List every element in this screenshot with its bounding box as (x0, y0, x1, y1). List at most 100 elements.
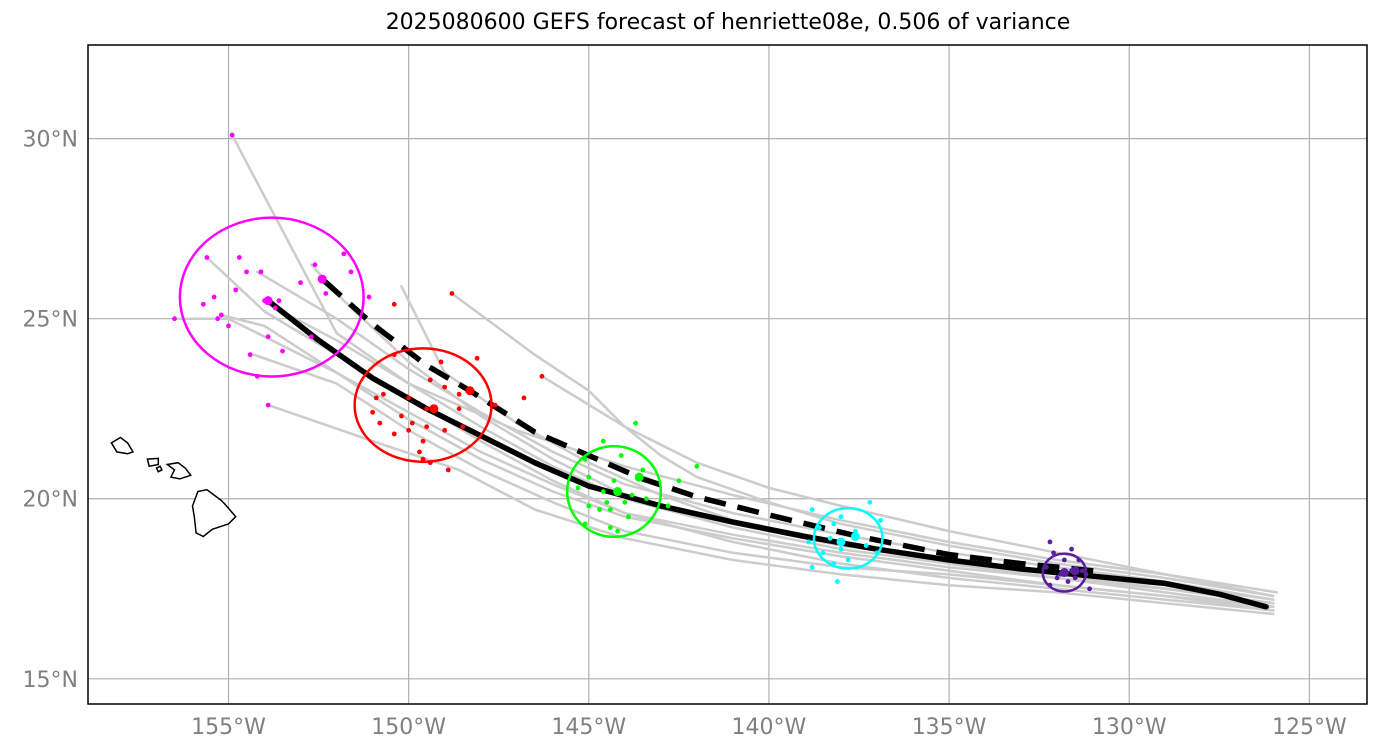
lon-tick-label: 125°W (1272, 715, 1347, 740)
member-position-dot (838, 514, 844, 520)
member-position-dot (816, 525, 822, 530)
member-position-dot (845, 557, 851, 563)
member-position-dot (236, 255, 242, 260)
member-position-dot (308, 334, 314, 340)
member-position-dot (1047, 539, 1053, 545)
member-position-dot (438, 359, 444, 365)
forecast-time-group (353, 291, 545, 473)
member-position-dot (406, 395, 412, 401)
member-position-dot (200, 301, 206, 307)
member-position-dot (276, 298, 282, 304)
member-position-dot (420, 438, 426, 444)
mean-position-marker (613, 487, 623, 497)
member-position-dot (575, 485, 581, 491)
member-position-dot (218, 312, 224, 318)
member-position-dot (644, 496, 649, 502)
lat-tick-label: 20°N (23, 488, 78, 513)
lon-tick-label: 145°W (551, 715, 626, 740)
member-position-dot (204, 255, 210, 260)
member-position-dot (597, 507, 602, 512)
hawaii-coastlines (57, 419, 237, 538)
forecast-time-group (806, 499, 884, 584)
island-outline (146, 457, 160, 468)
deterministic-position-marker (850, 532, 860, 542)
forecast-time-group (172, 132, 372, 408)
lon-tick-label: 130°W (1092, 715, 1167, 740)
member-position-dot (341, 251, 347, 257)
member-position-dot (370, 409, 376, 415)
member-position-dot (618, 453, 624, 458)
member-position-dot (474, 355, 480, 361)
member-position-dot (521, 395, 527, 401)
lat-tick-label: 15°N (23, 668, 78, 693)
member-position-dot (424, 406, 430, 412)
member-position-dot (1079, 568, 1085, 574)
member-position-dot (1051, 550, 1056, 556)
mean-position-marker (429, 404, 439, 414)
gridlines (88, 45, 1367, 704)
ensemble-member-track (274, 306, 1275, 609)
island-outline (165, 461, 192, 480)
member-position-dot (809, 564, 815, 570)
island-outline (57, 419, 73, 431)
member-position-dot (640, 467, 646, 473)
mean-position-marker (836, 537, 846, 547)
member-position-dot (1072, 575, 1078, 581)
member-position-dot (391, 431, 397, 437)
island-outline (155, 465, 163, 473)
member-position-dot (831, 521, 837, 527)
member-position-dot (863, 543, 869, 548)
member-position-dot (409, 420, 415, 426)
uncertainty-ellipse (1041, 552, 1088, 593)
member-position-dot (215, 316, 221, 322)
ensemble-member-track (540, 375, 1275, 598)
lon-tick-label: 150°W (371, 715, 446, 740)
island-outline (110, 436, 135, 455)
member-position-dot (1069, 546, 1074, 552)
ensemble-member-track (230, 133, 1279, 594)
member-position-dot (608, 525, 613, 530)
plot-frame (87, 44, 1368, 705)
member-position-dot (427, 377, 433, 383)
member-position-dot (629, 492, 635, 498)
mean-position-marker (1059, 568, 1069, 578)
member-position-dot (586, 503, 592, 509)
member-position-dot (827, 535, 833, 541)
axis-ticks: 155°W 150°W 145°W 140°W 135°W 130°W 125°W 15°N 2… (23, 128, 1347, 740)
uncertainty-ellipse (178, 216, 365, 378)
member-position-dot (381, 391, 386, 397)
member-position-dot (460, 424, 466, 430)
member-position-dot (272, 305, 278, 311)
deterministic-position-marker (634, 472, 644, 482)
member-position-dot (600, 489, 606, 494)
forecast-time-group (565, 420, 700, 539)
member-position-dot (366, 294, 372, 300)
member-position-dot (1065, 579, 1071, 584)
member-position-dot (258, 269, 264, 275)
member-position-dot (1054, 575, 1060, 581)
member-position-dot (445, 467, 451, 473)
member-position-dot (211, 294, 217, 300)
member-position-dot (633, 420, 639, 426)
member-position-dot (247, 352, 253, 358)
member-position-dot (265, 334, 271, 340)
member-position-dot (838, 546, 844, 552)
member-position-dot (280, 348, 285, 354)
member-position-dot (665, 503, 671, 509)
lat-tick-label: 30°N (23, 128, 78, 153)
deterministic-position-marker (465, 386, 475, 396)
member-position-dot (604, 499, 610, 505)
member-position-dot (373, 395, 379, 401)
member-position-dot (420, 456, 426, 462)
member-position-dot (417, 449, 422, 455)
mean-position-marker (263, 296, 273, 306)
member-position-dot (233, 287, 239, 293)
member-position-dot (611, 478, 617, 484)
member-position-dot (539, 373, 545, 379)
member-position-dot (172, 316, 177, 322)
uncertainty-ellipse (353, 347, 493, 464)
forecast-time-group (1041, 539, 1092, 593)
member-position-dot (399, 413, 404, 419)
forecast-groups (172, 132, 1092, 593)
member-position-dot (820, 550, 826, 556)
